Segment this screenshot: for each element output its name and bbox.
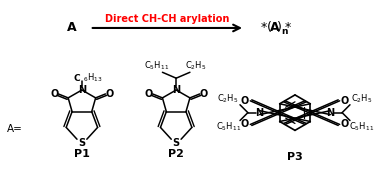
Text: *: *: [285, 21, 291, 35]
Text: C: C: [73, 74, 80, 83]
Text: P3: P3: [287, 152, 303, 162]
Text: A: A: [67, 21, 77, 35]
Text: ): ): [277, 21, 282, 35]
Text: C$_2$H$_5$: C$_2$H$_5$: [351, 93, 372, 105]
Text: C$_2$H$_5$: C$_2$H$_5$: [185, 59, 206, 72]
Text: O: O: [241, 96, 249, 106]
Text: O: O: [341, 96, 349, 106]
Text: S: S: [78, 138, 85, 148]
Text: C$_5$H$_{11}$: C$_5$H$_{11}$: [144, 59, 169, 72]
Text: n: n: [281, 27, 287, 36]
Text: O: O: [144, 89, 153, 99]
Text: Direct CH-CH arylation: Direct CH-CH arylation: [105, 14, 229, 24]
Text: N: N: [78, 85, 86, 95]
Text: O: O: [50, 89, 59, 99]
Text: O: O: [341, 120, 349, 129]
Text: (: (: [267, 21, 272, 35]
Text: A: A: [270, 21, 279, 35]
Text: N: N: [326, 108, 335, 118]
Text: O: O: [200, 89, 208, 99]
Text: O: O: [105, 89, 113, 99]
Text: $_6$H$_{13}$: $_6$H$_{13}$: [83, 72, 102, 84]
Text: P2: P2: [168, 149, 184, 159]
Text: S: S: [173, 138, 180, 148]
Text: *: *: [260, 21, 267, 35]
Text: C$_5$H$_{11}$: C$_5$H$_{11}$: [349, 120, 374, 133]
Text: C$_2$H$_5$: C$_2$H$_5$: [217, 93, 239, 105]
Text: P1: P1: [74, 149, 90, 159]
Text: O: O: [241, 120, 249, 129]
Text: N: N: [172, 85, 180, 95]
Text: A=: A=: [7, 124, 23, 134]
Text: N: N: [256, 108, 264, 118]
Text: C$_5$H$_{11}$: C$_5$H$_{11}$: [215, 120, 241, 133]
